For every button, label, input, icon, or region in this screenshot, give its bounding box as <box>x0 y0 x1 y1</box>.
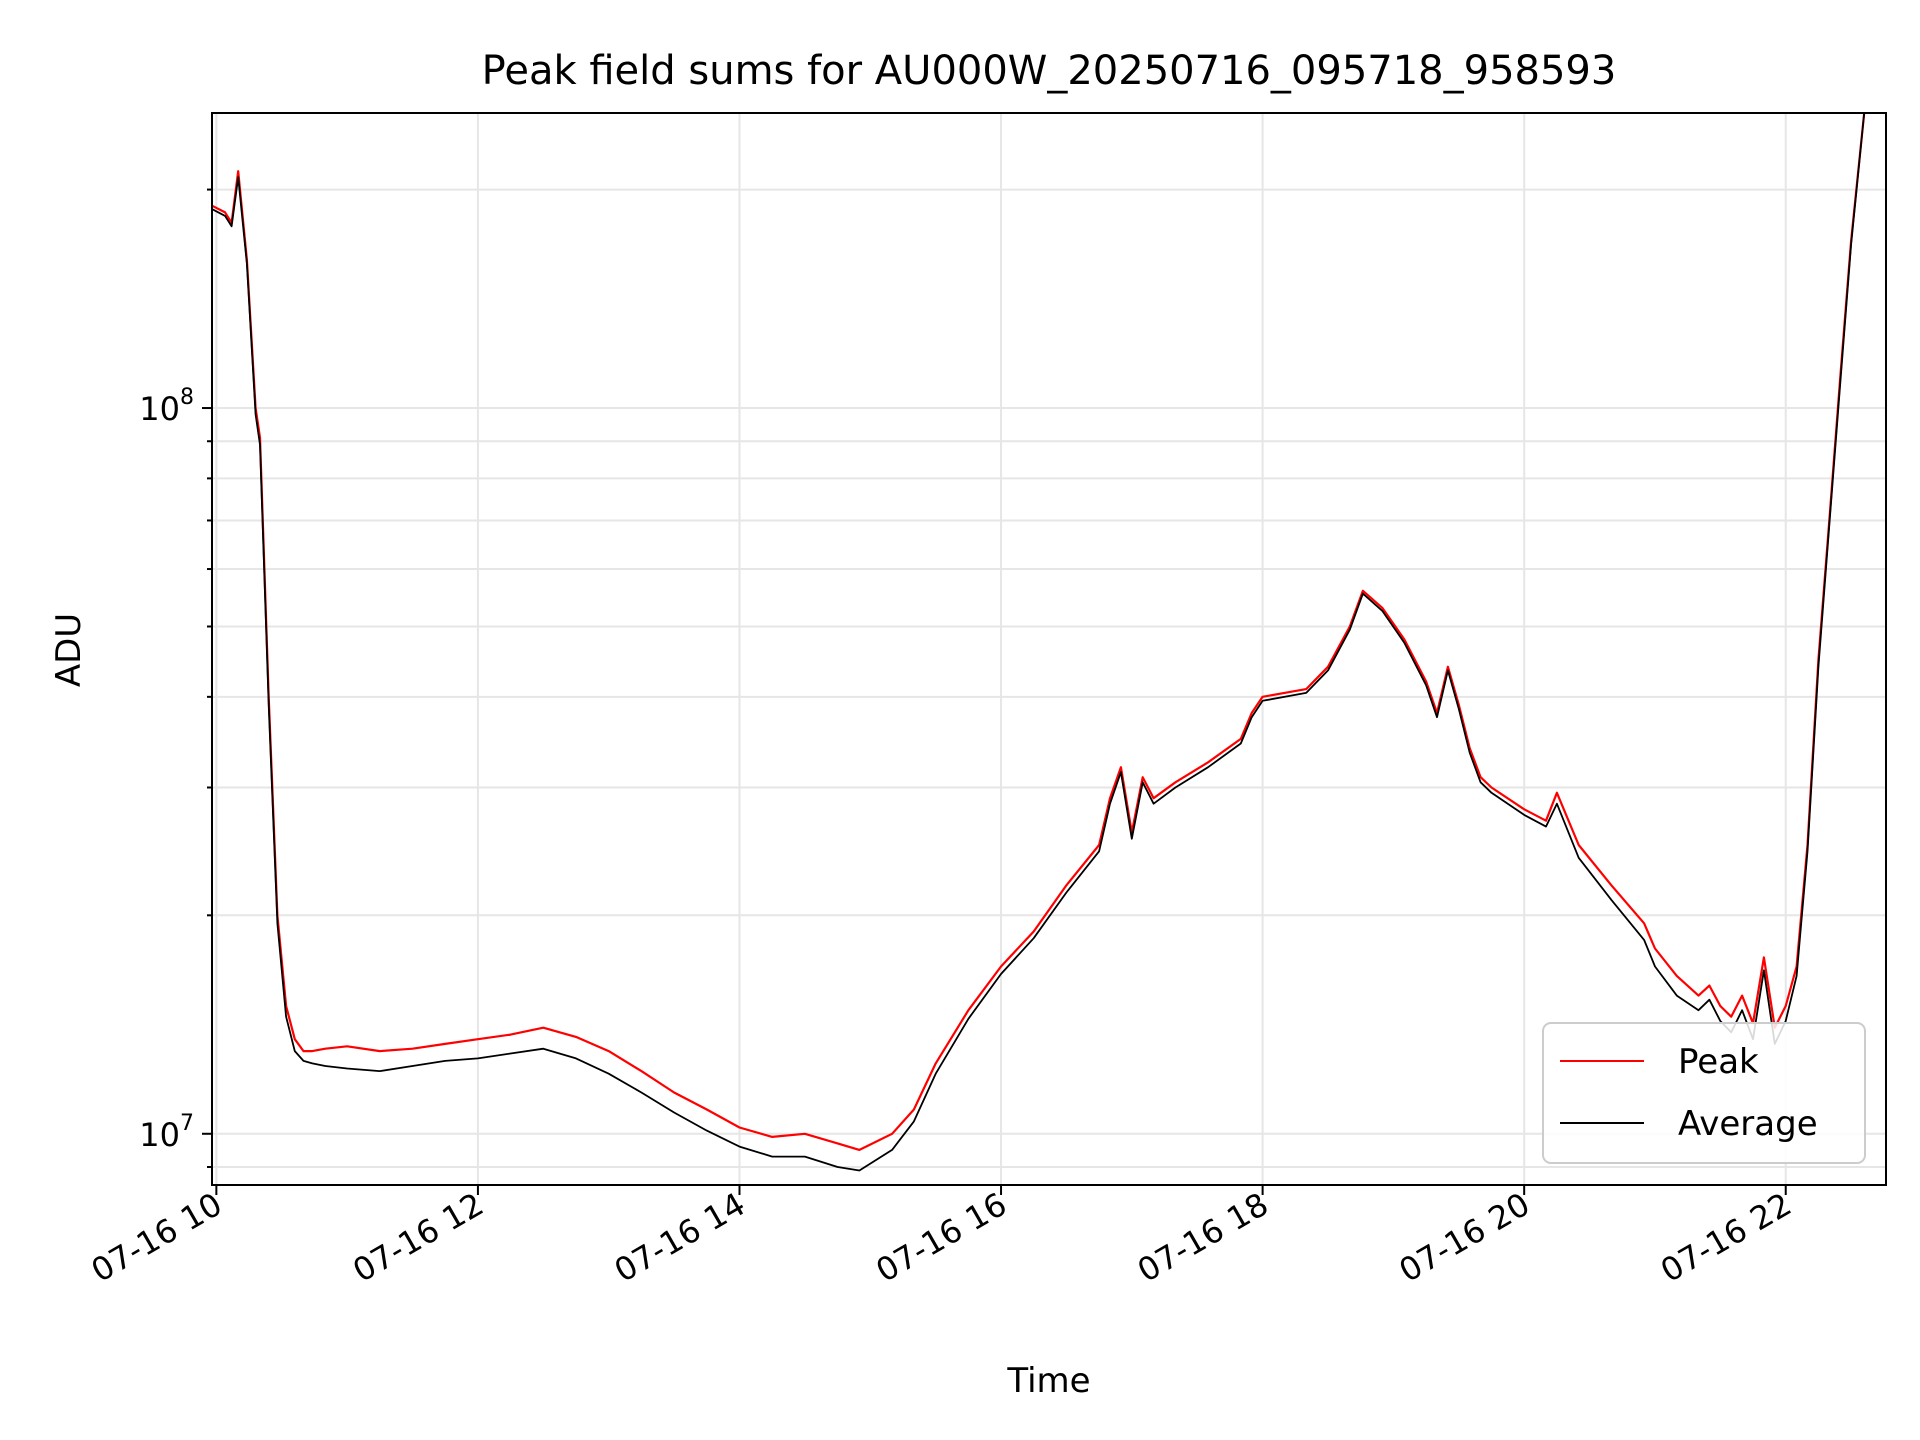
y-axis-label: ADU <box>49 613 89 687</box>
x-tick-label: 07-16 16 <box>869 1185 1013 1290</box>
series-line-average <box>212 113 1866 1172</box>
y-tick-label: 107 <box>139 1111 194 1154</box>
chart-title: Peak field sums for AU000W_20250716_0957… <box>482 48 1617 94</box>
y-axis-ticks: 107 108 <box>139 188 212 1168</box>
legend-box <box>1542 1022 1866 1164</box>
x-tick-label: 07-16 22 <box>1654 1185 1798 1290</box>
plot-frame <box>211 112 1887 1186</box>
x-tick-label: 07-16 18 <box>1131 1185 1275 1290</box>
y-tick-label: 108 <box>139 385 194 428</box>
x-tick-label: 07-16 14 <box>608 1185 752 1290</box>
legend-label-peak: Peak <box>1678 1042 1759 1082</box>
grid <box>212 113 1886 1185</box>
x-tick-label: 07-16 10 <box>85 1185 229 1290</box>
x-tick-label: 07-16 12 <box>346 1185 490 1290</box>
legend: Peak Average <box>1542 1022 1866 1164</box>
x-tick-label: 07-16 20 <box>1393 1185 1537 1290</box>
series-line-peak <box>212 113 1866 1152</box>
legend-label-average: Average <box>1678 1104 1818 1144</box>
series-lines <box>212 113 1866 1172</box>
x-axis-ticks: 07-16 10 07-16 12 07-16 14 07-16 16 07-16 18… <box>85 1185 1798 1290</box>
x-axis-label: Time <box>1006 1361 1090 1401</box>
